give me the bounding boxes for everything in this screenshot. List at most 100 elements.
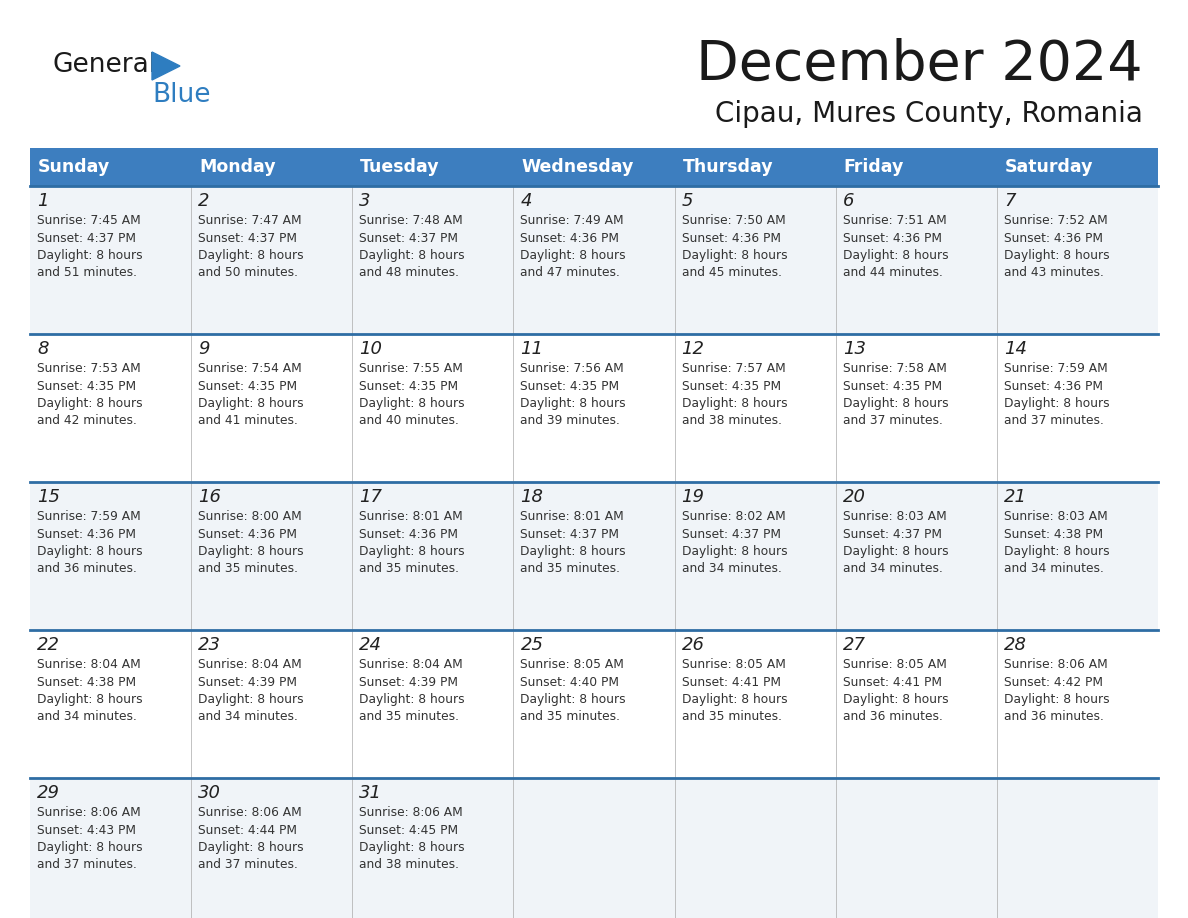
Text: Daylight: 8 hours: Daylight: 8 hours [37, 249, 143, 262]
Text: and 35 minutes.: and 35 minutes. [682, 711, 782, 723]
Bar [191, 148, 353, 186]
Text: Sunrise: 8:05 AM: Sunrise: 8:05 AM [842, 658, 947, 671]
Text: Daylight: 8 hours: Daylight: 8 hours [520, 397, 626, 410]
Text: Tuesday: Tuesday [360, 158, 440, 176]
Bar [353, 148, 513, 186]
Text: Sunrise: 8:02 AM: Sunrise: 8:02 AM [682, 510, 785, 523]
Text: Daylight: 8 hours: Daylight: 8 hours [198, 841, 304, 854]
Text: and 37 minutes.: and 37 minutes. [1004, 415, 1104, 428]
Text: 16: 16 [198, 488, 221, 506]
Text: Sunset: 4:41 PM: Sunset: 4:41 PM [842, 676, 942, 688]
Text: Friday: Friday [843, 158, 904, 176]
Text: and 37 minutes.: and 37 minutes. [198, 858, 298, 871]
Text: Daylight: 8 hours: Daylight: 8 hours [682, 397, 788, 410]
Bar [997, 148, 1158, 186]
Text: Daylight: 8 hours: Daylight: 8 hours [37, 693, 143, 706]
Text: Sunset: 4:36 PM: Sunset: 4:36 PM [520, 231, 619, 244]
Text: Sunrise: 7:59 AM: Sunrise: 7:59 AM [1004, 362, 1107, 375]
Text: and 43 minutes.: and 43 minutes. [1004, 266, 1104, 279]
Text: Sunset: 4:37 PM: Sunset: 4:37 PM [842, 528, 942, 541]
Text: 7: 7 [1004, 192, 1016, 210]
Text: Daylight: 8 hours: Daylight: 8 hours [359, 249, 465, 262]
Text: 5: 5 [682, 192, 693, 210]
Text: 31: 31 [359, 784, 383, 802]
Text: 12: 12 [682, 340, 704, 358]
Text: Sunrise: 7:47 AM: Sunrise: 7:47 AM [198, 214, 302, 227]
Text: 1: 1 [37, 192, 49, 210]
Text: Sunset: 4:36 PM: Sunset: 4:36 PM [1004, 379, 1102, 393]
Text: Sunrise: 8:06 AM: Sunrise: 8:06 AM [198, 806, 302, 819]
Text: 29: 29 [37, 784, 61, 802]
Text: and 38 minutes.: and 38 minutes. [682, 415, 782, 428]
Text: Sunset: 4:42 PM: Sunset: 4:42 PM [1004, 676, 1102, 688]
Text: Sunrise: 8:01 AM: Sunrise: 8:01 AM [520, 510, 624, 523]
Text: Sunrise: 7:51 AM: Sunrise: 7:51 AM [842, 214, 947, 227]
Bar [513, 148, 675, 186]
Text: Daylight: 8 hours: Daylight: 8 hours [359, 397, 465, 410]
Text: Daylight: 8 hours: Daylight: 8 hours [520, 693, 626, 706]
Text: and 35 minutes.: and 35 minutes. [359, 711, 460, 723]
Text: 20: 20 [842, 488, 866, 506]
Text: 2: 2 [198, 192, 209, 210]
Text: Daylight: 8 hours: Daylight: 8 hours [359, 693, 465, 706]
Text: Daylight: 8 hours: Daylight: 8 hours [682, 249, 788, 262]
Text: and 36 minutes.: and 36 minutes. [842, 711, 942, 723]
Text: Daylight: 8 hours: Daylight: 8 hours [1004, 397, 1110, 410]
Text: Sunset: 4:37 PM: Sunset: 4:37 PM [37, 231, 135, 244]
Text: Sunrise: 8:06 AM: Sunrise: 8:06 AM [359, 806, 463, 819]
Text: and 47 minutes.: and 47 minutes. [520, 266, 620, 279]
Bar [30, 186, 1158, 334]
Text: and 44 minutes.: and 44 minutes. [842, 266, 942, 279]
Text: 25: 25 [520, 636, 543, 654]
Text: and 40 minutes.: and 40 minutes. [359, 415, 459, 428]
Text: 18: 18 [520, 488, 543, 506]
Text: Sunset: 4:43 PM: Sunset: 4:43 PM [37, 823, 135, 836]
Text: Sunrise: 7:48 AM: Sunrise: 7:48 AM [359, 214, 463, 227]
Text: and 36 minutes.: and 36 minutes. [1004, 711, 1104, 723]
Text: Sunset: 4:36 PM: Sunset: 4:36 PM [842, 231, 942, 244]
Text: Daylight: 8 hours: Daylight: 8 hours [37, 397, 143, 410]
Text: 22: 22 [37, 636, 61, 654]
Text: Daylight: 8 hours: Daylight: 8 hours [1004, 545, 1110, 558]
Text: Sunrise: 8:03 AM: Sunrise: 8:03 AM [1004, 510, 1107, 523]
Text: Daylight: 8 hours: Daylight: 8 hours [37, 841, 143, 854]
Text: 4: 4 [520, 192, 532, 210]
Text: 21: 21 [1004, 488, 1026, 506]
Text: Daylight: 8 hours: Daylight: 8 hours [1004, 693, 1110, 706]
Text: and 50 minutes.: and 50 minutes. [198, 266, 298, 279]
Text: Sunset: 4:35 PM: Sunset: 4:35 PM [359, 379, 459, 393]
Text: 28: 28 [1004, 636, 1026, 654]
Text: and 42 minutes.: and 42 minutes. [37, 415, 137, 428]
Bar [835, 148, 997, 186]
Text: and 48 minutes.: and 48 minutes. [359, 266, 460, 279]
Text: Daylight: 8 hours: Daylight: 8 hours [198, 249, 304, 262]
Text: 10: 10 [359, 340, 383, 358]
Text: and 38 minutes.: and 38 minutes. [359, 858, 460, 871]
Text: Daylight: 8 hours: Daylight: 8 hours [359, 545, 465, 558]
Text: and 37 minutes.: and 37 minutes. [37, 858, 137, 871]
Text: Sunset: 4:45 PM: Sunset: 4:45 PM [359, 823, 459, 836]
Bar [30, 778, 1158, 918]
Text: Sunset: 4:37 PM: Sunset: 4:37 PM [682, 528, 781, 541]
Text: and 34 minutes.: and 34 minutes. [682, 563, 782, 576]
Text: Sunset: 4:37 PM: Sunset: 4:37 PM [520, 528, 619, 541]
Text: Sunrise: 7:56 AM: Sunrise: 7:56 AM [520, 362, 624, 375]
Text: Sunday: Sunday [38, 158, 110, 176]
Text: and 39 minutes.: and 39 minutes. [520, 415, 620, 428]
Text: Sunrise: 8:01 AM: Sunrise: 8:01 AM [359, 510, 463, 523]
Text: Daylight: 8 hours: Daylight: 8 hours [1004, 249, 1110, 262]
Text: Sunset: 4:37 PM: Sunset: 4:37 PM [359, 231, 459, 244]
Text: 27: 27 [842, 636, 866, 654]
Text: Sunset: 4:36 PM: Sunset: 4:36 PM [682, 231, 781, 244]
Text: 14: 14 [1004, 340, 1026, 358]
Text: Sunrise: 8:03 AM: Sunrise: 8:03 AM [842, 510, 947, 523]
Text: Daylight: 8 hours: Daylight: 8 hours [520, 545, 626, 558]
Text: 13: 13 [842, 340, 866, 358]
Text: Sunset: 4:38 PM: Sunset: 4:38 PM [37, 676, 137, 688]
Text: Sunrise: 7:55 AM: Sunrise: 7:55 AM [359, 362, 463, 375]
Text: Sunrise: 8:05 AM: Sunrise: 8:05 AM [682, 658, 785, 671]
Text: Daylight: 8 hours: Daylight: 8 hours [682, 693, 788, 706]
Bar [30, 148, 191, 186]
Text: Sunrise: 7:58 AM: Sunrise: 7:58 AM [842, 362, 947, 375]
Text: Sunrise: 8:05 AM: Sunrise: 8:05 AM [520, 658, 625, 671]
